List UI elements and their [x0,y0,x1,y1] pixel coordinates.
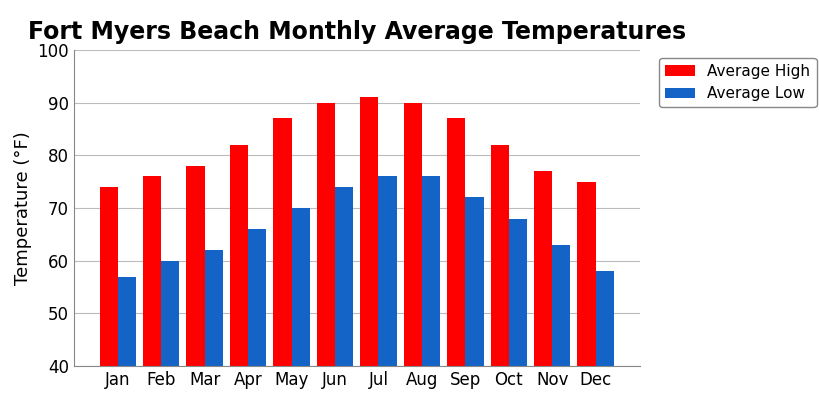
Bar [205,250,223,416]
Bar [403,103,421,416]
Bar [595,271,613,416]
Bar [316,103,335,416]
Bar [99,187,118,416]
Bar [551,245,570,416]
Bar [118,277,136,416]
Bar [490,145,508,416]
Bar [421,176,440,416]
Bar [378,176,396,416]
Bar [143,176,161,416]
Bar [335,187,353,416]
Bar [508,218,527,416]
Bar [360,97,378,416]
Bar [161,261,179,416]
Bar [446,119,464,416]
Bar [292,208,310,416]
Y-axis label: Temperature (°F): Temperature (°F) [14,131,32,285]
Bar [229,145,248,416]
Bar [464,198,483,416]
Bar [186,166,205,416]
Bar [273,119,292,416]
Legend: Average High, Average Low: Average High, Average Low [658,57,816,107]
Bar [248,229,266,416]
Bar [577,182,595,416]
Title: Fort Myers Beach Monthly Average Temperatures: Fort Myers Beach Monthly Average Tempera… [28,20,685,44]
Bar [533,171,551,416]
